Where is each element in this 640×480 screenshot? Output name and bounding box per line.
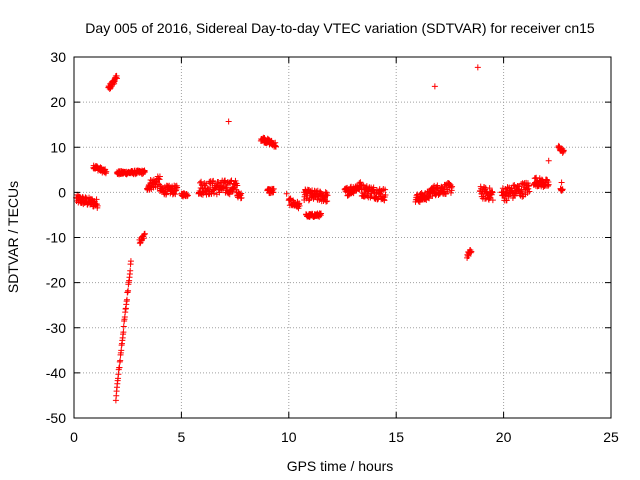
data-point [545,157,552,164]
data-point [545,181,552,188]
data-point [103,168,110,175]
data-point [116,364,123,371]
data-point [156,181,163,188]
data-point [359,181,366,188]
data-point [118,347,125,354]
data-point [382,191,389,198]
data-point [226,191,233,198]
data-point [120,323,127,330]
x-axis-title: GPS time / hours [287,458,394,474]
y-tick-label: 10 [50,139,66,155]
axis-ticks: 0 5 10 15 20 25 -50 -40 -30 -20 -10 0 10 20 30 [46,49,619,445]
data-points [73,64,567,404]
x-tick-label: 5 [178,429,186,445]
data-point [363,183,370,190]
data-point [203,180,210,187]
data-point [431,83,438,90]
data-point [172,191,179,198]
y-tick-label: -30 [46,320,66,336]
data-point [559,186,566,193]
grid-lines [74,57,611,418]
data-point [296,202,303,209]
data-point [141,168,148,175]
data-point [198,178,205,185]
data-point [127,267,134,274]
data-point [526,188,533,195]
data-point [117,357,124,364]
data-point [197,190,204,197]
data-point [234,182,241,189]
data-point [123,296,130,303]
data-point [120,329,127,336]
data-point [318,210,325,217]
data-point [94,202,101,209]
data-point [216,189,223,196]
data-point [184,192,191,199]
y-tick-label: 30 [50,49,66,65]
y-axis-title: SDTVAR / TECUs [5,181,21,293]
data-point [125,287,132,294]
data-point [238,194,245,201]
data-point [503,197,510,204]
data-point [316,197,323,204]
y-tick-label: -50 [46,410,66,426]
x-tick-label: 25 [603,429,619,445]
data-point [113,75,120,82]
x-tick-label: 10 [281,429,297,445]
data-point [449,183,456,190]
y-tick-label: -40 [46,365,66,381]
data-point [382,186,389,193]
data-point [558,179,565,186]
x-tick-label: 20 [496,429,512,445]
data-point [174,184,181,191]
data-point [156,173,163,180]
data-point [199,186,206,193]
data-point [270,185,277,192]
chart-title: Day 005 of 2016, Sidereal Day-to-day VTE… [85,20,595,36]
data-point [283,190,290,197]
data-point [324,198,331,205]
y-tick-label: -20 [46,275,66,291]
data-point [426,195,433,202]
data-point [474,64,481,71]
x-tick-label: 0 [70,429,78,445]
data-point [444,188,451,195]
data-point [468,248,475,255]
data-point [225,118,232,125]
x-tick-label: 15 [388,429,404,445]
y-tick-label: 20 [50,94,66,110]
data-point [227,178,234,185]
data-point [215,179,222,186]
data-point [322,189,329,196]
data-point [210,177,217,184]
data-point [560,147,567,154]
data-point [489,189,496,196]
y-tick-label: -10 [46,230,66,246]
data-point [305,197,312,204]
data-point [526,182,533,189]
data-point [489,197,496,204]
data-point [141,230,148,237]
data-point [486,185,493,192]
data-point [519,193,526,200]
y-tick-label: 0 [58,184,66,200]
data-point [127,258,134,265]
data-point [272,143,279,150]
data-point [324,192,331,199]
